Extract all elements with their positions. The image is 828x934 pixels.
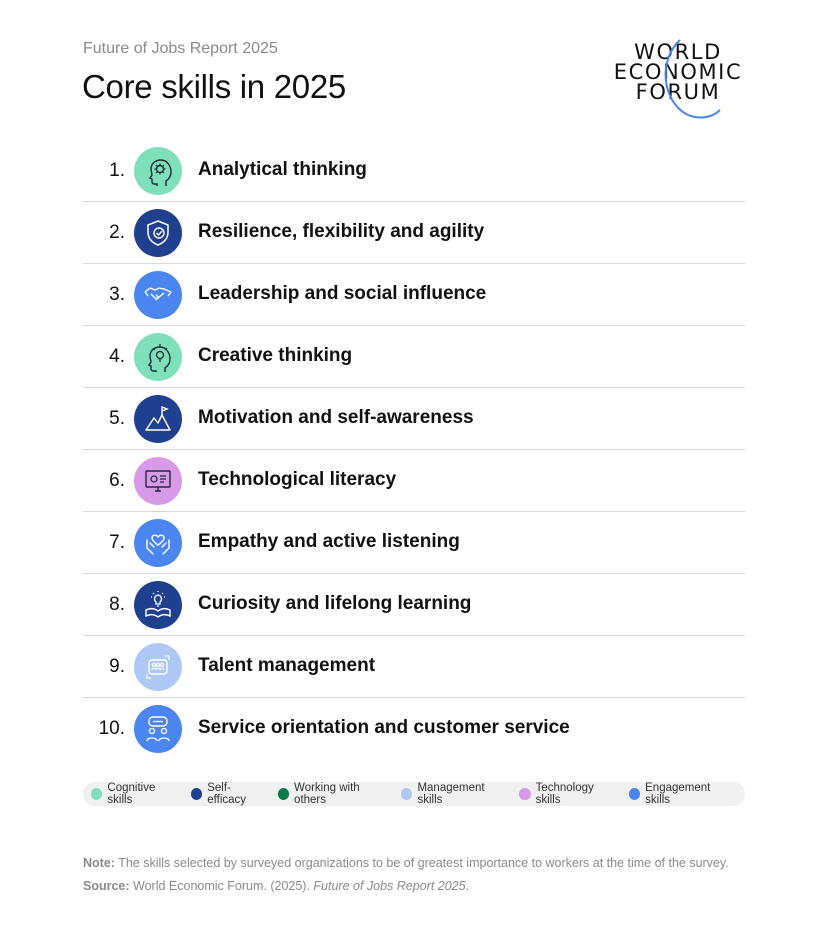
source-end: . bbox=[465, 879, 470, 893]
page-title: Core skills in 2025 bbox=[82, 68, 346, 105]
wef-logo: WORLD ECONOMIC FORUM bbox=[608, 38, 756, 122]
skill-rank: 10. bbox=[98, 718, 125, 739]
skill-label: Creative thinking bbox=[198, 345, 353, 366]
skill-label: Motivation and self-awareness bbox=[198, 407, 474, 428]
legend-dot-icon bbox=[519, 788, 531, 800]
skill-rank: 9. bbox=[109, 656, 125, 677]
skill-row: 6. Technological literacy bbox=[83, 450, 745, 512]
legend-dot-icon bbox=[277, 788, 290, 800]
source-text: World Economic Forum. (2025). bbox=[129, 879, 314, 893]
legend-label: Technology skills bbox=[535, 782, 594, 806]
source: Source: World Economic Forum. (2025). Fu… bbox=[83, 879, 469, 893]
computer-monitor-icon bbox=[134, 457, 182, 505]
skill-row: 2. Resilience, flexibility and agility bbox=[83, 202, 745, 264]
legend-item: Self-efficacy bbox=[190, 782, 267, 806]
skill-rank: 6. bbox=[109, 470, 125, 491]
skill-label: Resilience, flexibility and agility bbox=[198, 221, 485, 242]
note-text: The skills selected by surveyed organiza… bbox=[114, 856, 729, 870]
source-title: Future of Jobs Report 2025 bbox=[313, 879, 466, 893]
legend-dot-icon bbox=[91, 788, 103, 800]
skill-rank: 4. bbox=[109, 346, 125, 367]
legend-dot-icon bbox=[401, 788, 413, 800]
mountain-flag-icon bbox=[134, 395, 182, 443]
skill-label: Service orientation and customer service bbox=[198, 717, 570, 738]
note-label: Note: bbox=[83, 856, 115, 870]
skill-label: Leadership and social influence bbox=[198, 283, 487, 304]
legend-label: Working with others bbox=[294, 782, 360, 806]
people-cycle-icon bbox=[134, 643, 182, 691]
skill-row: 5. Motivation and self-awareness bbox=[83, 388, 745, 450]
skill-label: Curiosity and lifelong learning bbox=[198, 593, 472, 614]
legend-item: Engagement skills bbox=[628, 782, 734, 806]
legend-dot-icon bbox=[628, 788, 641, 800]
head-gears-icon bbox=[134, 147, 182, 195]
skills-list: 1. Analytical thinking 2. Resilience, flexi… bbox=[83, 140, 745, 760]
legend: Cognitive skills Self-efficacy Working wit… bbox=[83, 782, 745, 806]
skill-row: 3. Leadership and social influence bbox=[83, 264, 745, 326]
logo-arc-icon bbox=[664, 39, 721, 119]
legend-item: Technology skills bbox=[519, 782, 618, 806]
shield-check-icon bbox=[134, 209, 182, 257]
skill-row: 9. Talent management bbox=[83, 636, 745, 698]
legend-item: Management skills bbox=[401, 782, 508, 806]
logo-line-3: FORUM bbox=[635, 80, 721, 104]
book-lightbulb-icon bbox=[134, 581, 182, 629]
skill-rank: 5. bbox=[109, 408, 125, 429]
skill-rank: 7. bbox=[109, 532, 125, 553]
legend-label: Cognitive skills bbox=[107, 782, 156, 806]
skill-label: Analytical thinking bbox=[198, 159, 367, 180]
skill-row: 4. Creative thinking bbox=[83, 326, 745, 388]
legend-item: Working with others bbox=[277, 782, 390, 806]
legend-label: Engagement skills bbox=[645, 782, 711, 806]
skill-rank: 8. bbox=[109, 594, 125, 615]
legend-dot-icon bbox=[190, 788, 203, 800]
legend-label: Management skills bbox=[417, 782, 485, 806]
skill-rank: 1. bbox=[109, 160, 125, 181]
skill-rank: 3. bbox=[109, 284, 125, 305]
skill-row: 1. Analytical thinking bbox=[83, 140, 745, 202]
skill-label: Talent management bbox=[198, 655, 376, 676]
report-kicker: Future of Jobs Report 2025 bbox=[83, 40, 278, 57]
skill-row: 7. Empathy and active listening bbox=[83, 512, 745, 574]
people-chat-icon bbox=[134, 705, 182, 753]
skill-row: 8. Curiosity and lifelong learning bbox=[83, 574, 745, 636]
hands-heart-icon bbox=[134, 519, 182, 567]
legend-label: Self-efficacy bbox=[207, 782, 247, 806]
head-lightbulb-icon bbox=[134, 333, 182, 381]
skill-label: Empathy and active listening bbox=[198, 531, 460, 552]
logo-line-2: ECONOMIC bbox=[613, 60, 743, 84]
handshake-icon bbox=[134, 271, 182, 319]
skill-rank: 2. bbox=[109, 222, 125, 243]
legend-item: Cognitive skills bbox=[91, 782, 180, 806]
note: Note: The skills selected by surveyed or… bbox=[83, 856, 729, 870]
skill-label: Technological literacy bbox=[198, 469, 397, 490]
skill-row: 10. Service orientation and customer serv… bbox=[83, 698, 745, 760]
source-label: Source: bbox=[83, 879, 130, 893]
